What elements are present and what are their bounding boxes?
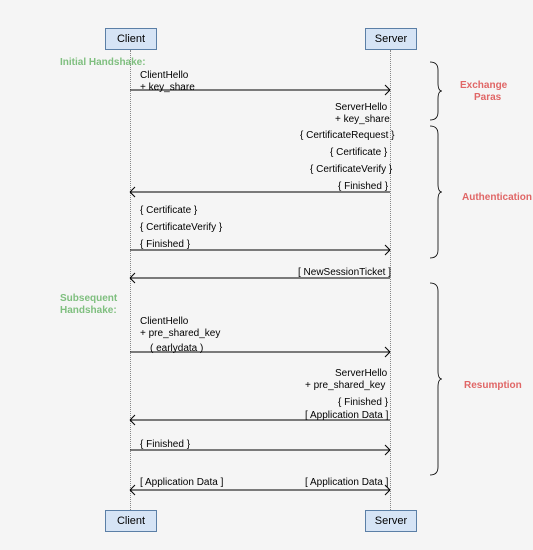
label-resumption: Resumption xyxy=(464,380,522,391)
label-appdata2: [ Application Data ] xyxy=(140,477,223,488)
label-initial: Initial Handshake: xyxy=(60,57,146,68)
label-newTicket: [ NewSessionTicket ] xyxy=(298,267,391,278)
clientTop-box: Client xyxy=(105,28,157,50)
label-certReq: { CertificateRequest } xyxy=(300,130,395,141)
diagram-canvas: Client Server Client Server Initial Handshak… xyxy=(0,0,533,550)
label-appdata3: [ Application Data ] xyxy=(305,477,388,488)
label-certVer1: { CertificateVerify } xyxy=(310,164,392,175)
label-svHello2: ServerHello xyxy=(335,368,387,379)
client-lifeline xyxy=(130,50,131,510)
label-psk: + pre_shared_key xyxy=(140,328,220,339)
label-clHello1: ClientHello xyxy=(140,70,188,81)
server-lifeline xyxy=(390,50,391,510)
label-exchange2: Paras xyxy=(474,92,501,103)
label-psk2: + pre_shared_key xyxy=(305,380,385,391)
serverBot-box: Server xyxy=(365,510,417,532)
label-exchange1: Exchange xyxy=(460,80,507,91)
label-certVer2: { CertificateVerify } xyxy=(140,222,222,233)
label-cert2: { Certificate } xyxy=(140,205,197,216)
label-fin1: { Finished } xyxy=(338,181,388,192)
label-clHello2: ClientHello xyxy=(140,316,188,327)
serverTop-box: Server xyxy=(365,28,417,50)
label-auth: Authentication xyxy=(462,192,532,203)
label-fin4: { Finished } xyxy=(140,439,190,450)
label-cert1: { Certificate } xyxy=(330,147,387,158)
label-fin2: { Finished } xyxy=(140,239,190,250)
label-svHello1: ServerHello xyxy=(335,102,387,113)
label-clKey1: + key_share xyxy=(140,82,195,93)
label-subsequent2: Handshake: xyxy=(60,305,117,316)
label-subsequent1: Subsequent xyxy=(60,293,117,304)
label-fin3: { Finished } xyxy=(338,397,388,408)
label-appdata1: [ Application Data ] xyxy=(305,410,388,421)
label-svKey1: + key_share xyxy=(335,114,390,125)
label-early: ( earlydata ) xyxy=(150,343,203,354)
clientBot-box: Client xyxy=(105,510,157,532)
